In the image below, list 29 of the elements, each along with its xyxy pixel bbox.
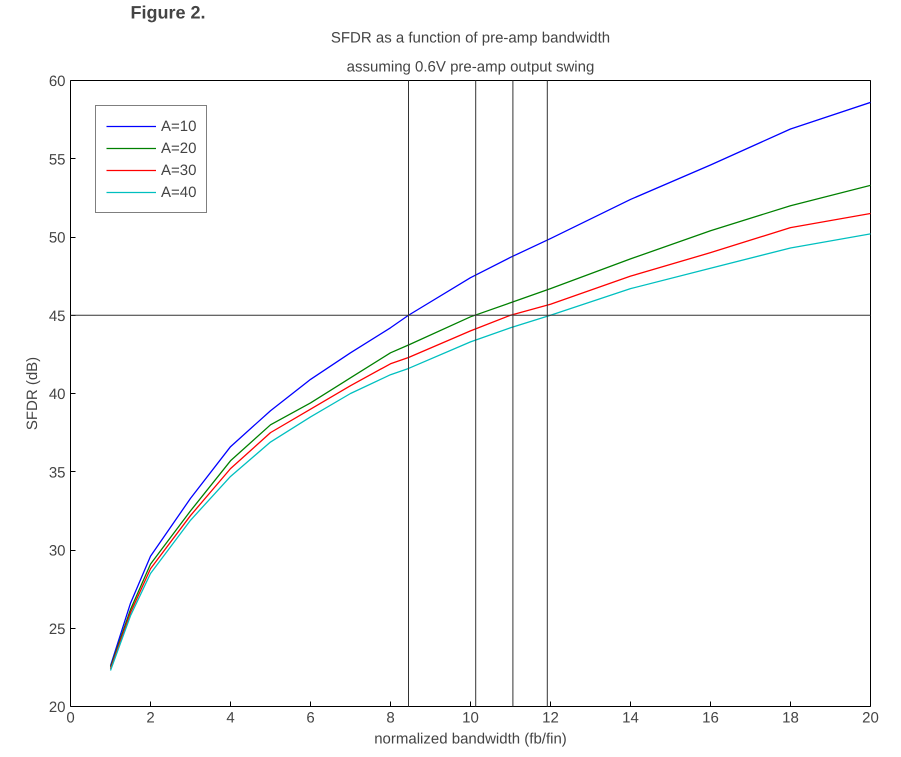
legend-label: A=20 xyxy=(161,140,196,156)
y-tick-label: 40 xyxy=(48,386,66,403)
x-tick-label: 18 xyxy=(782,710,799,726)
y-tick-label: 45 xyxy=(48,308,66,325)
chart-subtitle: assuming 0.6V pre-amp output swing xyxy=(346,58,594,76)
x-axis-title: normalized bandwidth (fb/fin) xyxy=(374,730,567,748)
x-tick-label: 20 xyxy=(862,710,879,726)
y-tick-label: 35 xyxy=(48,464,66,482)
legend-label: A=10 xyxy=(161,118,196,134)
x-tick-label: 14 xyxy=(622,710,639,726)
y-tick-label: 20 xyxy=(48,699,66,716)
x-tick-label: 4 xyxy=(226,710,235,726)
x-tick-label: 0 xyxy=(66,710,75,726)
x-tick-label: 2 xyxy=(146,710,155,726)
y-tick-label: 60 xyxy=(48,73,66,90)
y-tick-label: 50 xyxy=(48,230,66,246)
x-tick-label: 8 xyxy=(386,710,395,726)
x-tick-label: 16 xyxy=(702,710,719,726)
legend-label: A=30 xyxy=(161,162,196,178)
x-tick-label: 6 xyxy=(306,710,315,726)
chart-title: SFDR as a function of pre-amp bandwidth xyxy=(330,30,610,46)
caption: Figure 2. xyxy=(130,2,206,22)
y-tick-label: 30 xyxy=(48,542,66,560)
x-tick-label: 12 xyxy=(542,710,559,726)
y-tick-label: 25 xyxy=(48,620,66,638)
y-tick-label: 55 xyxy=(48,151,66,168)
y-axis-title: SFDR (dB) xyxy=(24,356,41,430)
legend-label: A=40 xyxy=(161,184,196,200)
x-tick-label: 10 xyxy=(462,710,479,726)
